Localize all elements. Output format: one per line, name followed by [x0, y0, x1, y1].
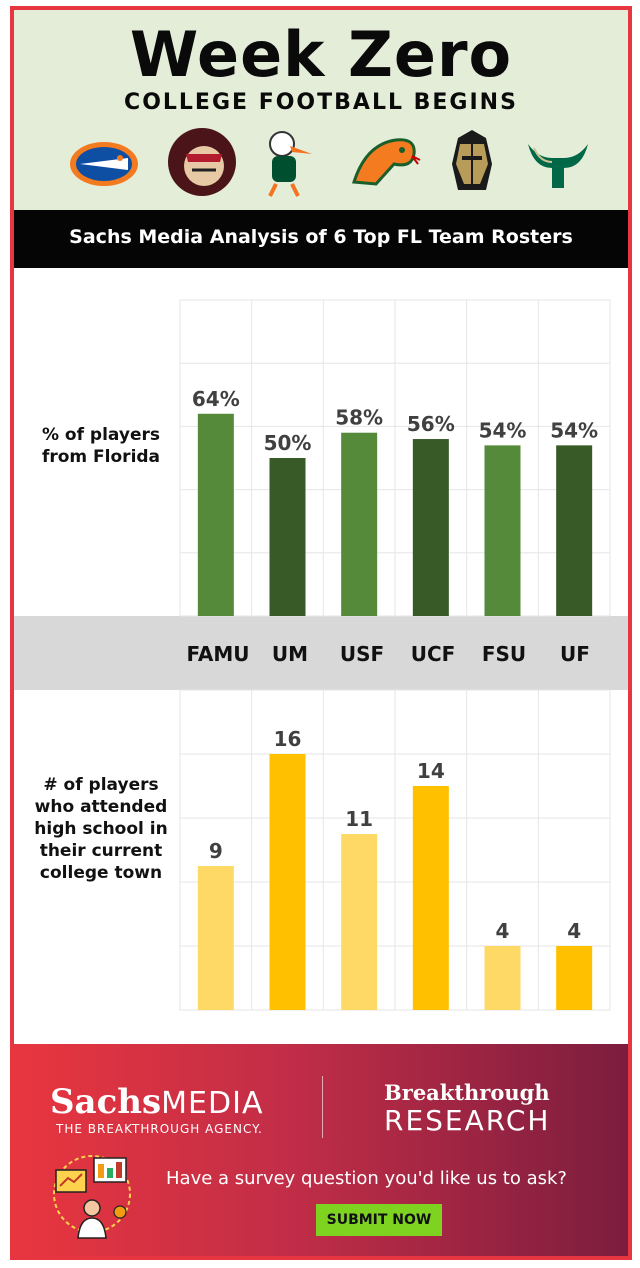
chart-2-data-label-uf: 4 [567, 919, 581, 943]
category-label-ucf: UCF [410, 642, 456, 666]
chart-2-data-label-um: 16 [274, 727, 302, 751]
category-axis-band [14, 616, 628, 690]
header: Week Zero COLLEGE FOOTBALL BEGINS [14, 10, 628, 210]
chart-1-data-label-famu: 64% [192, 387, 240, 411]
partner-name-line2: RESEARCH [384, 1104, 551, 1137]
chart-1-data-label-um: 50% [264, 431, 312, 455]
footer: SachsMEDIA THE BREAKTHROUGH AGENCY. Brea… [14, 1044, 628, 1256]
chart-2-title: # of players who attended high school in… [34, 775, 168, 883]
gator-logo-icon [70, 142, 138, 186]
partner-name-line1: Breakthrough [384, 1080, 550, 1105]
category-label-fsu: FSU [481, 642, 527, 666]
chart-1-bar-ucf [412, 439, 449, 616]
survey-presentation-icon [53, 1155, 131, 1239]
analysis-banner: Sachs Media Analysis of 6 Top FL Team Ro… [14, 210, 628, 268]
bull-horns-logo-icon [528, 144, 588, 188]
footer-divider [322, 1076, 323, 1138]
chart-1-data-label-usf: 58% [335, 406, 383, 430]
chart-2-bar-usf [341, 834, 378, 1010]
brand-tagline: THE BREAKTHROUGH AGENCY. [56, 1122, 263, 1136]
chart-1-bar-uf [556, 445, 593, 616]
survey-question-text: Have a survey question you'd like us to … [166, 1168, 567, 1189]
page-subtitle: COLLEGE FOOTBALL BEGINS [124, 90, 518, 115]
chart-1-bar-um [269, 458, 306, 616]
team-logos [14, 118, 628, 204]
chart-2-data-label-famu: 9 [209, 839, 223, 863]
chart-2-bar-ucf [412, 786, 449, 1010]
category-label-um: UM [271, 642, 309, 666]
chart-1-bar-famu [197, 413, 234, 616]
chart-2-bar-um [269, 754, 306, 1010]
seminole-logo-icon [168, 128, 236, 196]
chart-1-bar-usf [341, 432, 378, 616]
category-label-uf: UF [560, 642, 590, 666]
brand-main: Sachs [50, 1082, 162, 1122]
chart-2-bar-famu [197, 866, 234, 1010]
banner-text: Sachs Media Analysis of 6 Top FL Team Ro… [69, 226, 573, 248]
chart-1-data-label-ucf: 56% [407, 412, 455, 436]
chart-2-bar-uf [556, 946, 593, 1010]
chart-1-title: % of players from Florida [41, 425, 161, 467]
chart-1-bar-fsu [484, 445, 521, 616]
brand-media: MEDIA [161, 1086, 264, 1121]
charts-canvas: 64% 50% 58% 56% 54% 54% 9 16 11 14 4 4 [179, 299, 611, 1011]
chart-2-data-label-ucf: 14 [417, 759, 445, 783]
knight-logo-icon [452, 130, 492, 190]
submit-now-button[interactable]: SUBMIT NOW [316, 1204, 442, 1236]
chart-1-data-label-fsu: 54% [479, 418, 527, 442]
chart-2-data-label-usf: 11 [345, 807, 373, 831]
category-label-usf: USF [339, 642, 385, 666]
category-label-famu: FAMU [186, 642, 250, 666]
infographic-frame: Week Zero COLLEGE FOOTBALL BEGINS [10, 6, 632, 1260]
ibis-logo-icon [268, 131, 312, 197]
rattler-logo-icon [352, 138, 421, 186]
chart-2-data-label-fsu: 4 [496, 919, 510, 943]
sachs-media-logo: SachsMEDIA [50, 1082, 263, 1122]
chart-1-data-label-uf: 54% [550, 418, 598, 442]
chart-2-bar-fsu [484, 946, 521, 1010]
page-title: Week Zero [129, 18, 513, 91]
